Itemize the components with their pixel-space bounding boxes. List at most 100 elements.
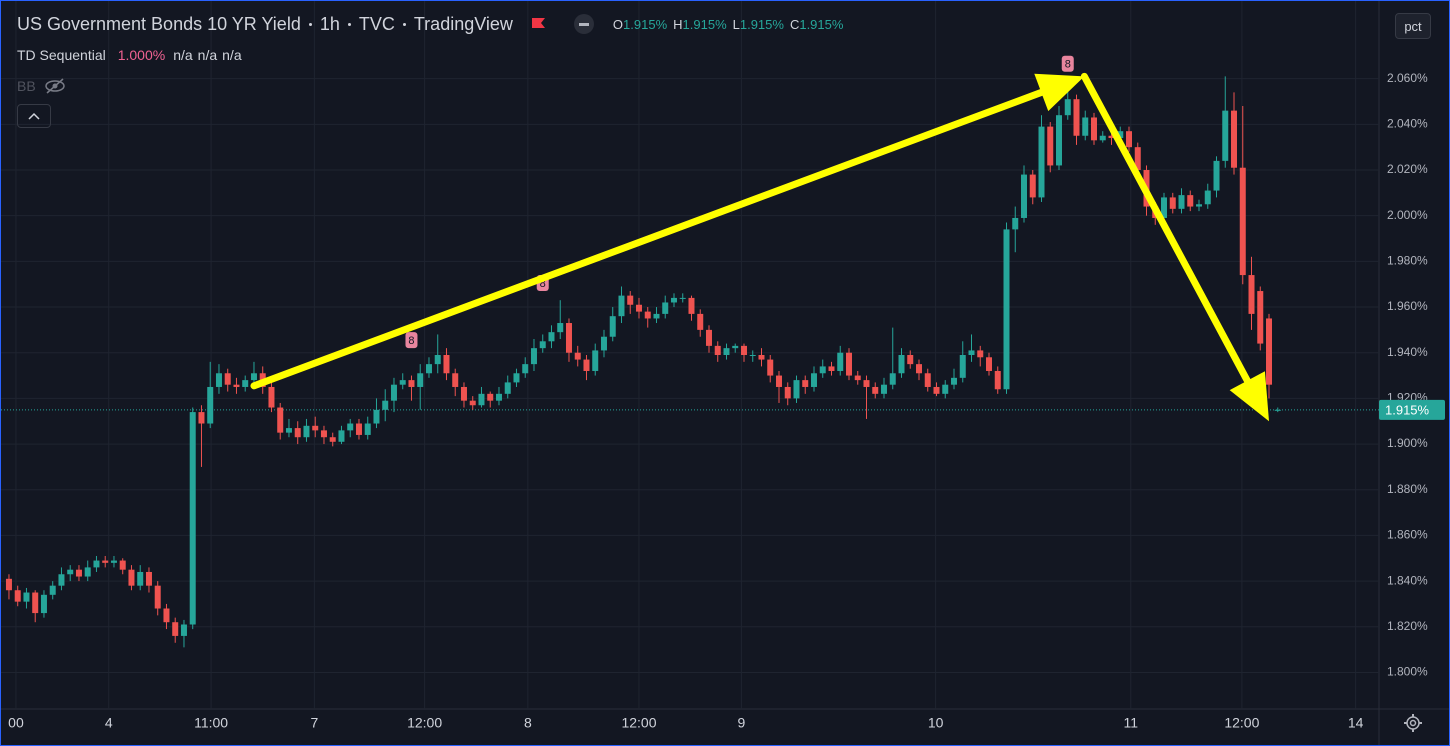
candle-body (679, 297, 686, 299)
candle-body (1187, 195, 1194, 207)
candle-body (1239, 167, 1246, 276)
candle-body (1274, 409, 1281, 411)
candle-body (968, 350, 975, 355)
hidden-icon[interactable] (44, 77, 66, 95)
x-tick-label: 8 (524, 715, 532, 731)
candle-body (600, 336, 607, 351)
ohlc-key: L (732, 16, 740, 32)
candle-body (670, 297, 677, 303)
candle-body (933, 386, 940, 394)
arrow-line (1080, 72, 1251, 385)
candle-body (163, 608, 170, 623)
chevron-icon (28, 112, 40, 120)
candle-body (653, 313, 660, 319)
candle-body (705, 329, 712, 346)
candle-body (1178, 195, 1185, 209)
candle-body (495, 393, 502, 401)
candle-body (67, 569, 74, 575)
candle-body (898, 355, 905, 374)
candle-body (942, 384, 949, 394)
ohlc-value: 1.915% (623, 16, 668, 32)
candle-body (522, 364, 529, 374)
candle-body (303, 425, 310, 438)
candle-body (145, 571, 152, 586)
candle-body (1073, 99, 1080, 136)
scale-mode-button[interactable]: pct (1395, 13, 1431, 39)
candle-body (618, 295, 625, 317)
candle-body (119, 560, 126, 570)
candle-body (417, 373, 424, 387)
arrow-head (1229, 371, 1270, 422)
candle-body (688, 297, 695, 314)
x-tick-label: 10 (928, 715, 944, 731)
candle-body (548, 332, 555, 342)
candle-body (1266, 318, 1273, 385)
y-tick-label: 1.820% (1387, 619, 1428, 633)
x-tick-label: 7 (310, 715, 318, 731)
flag-icon[interactable] (529, 15, 547, 33)
candle-body (75, 569, 82, 577)
candle-body (137, 571, 144, 586)
candle-body (662, 302, 669, 314)
candle-body (732, 345, 739, 349)
candle-body (390, 384, 397, 401)
candle-body (1213, 160, 1220, 191)
x-tick-label: 14 (1348, 715, 1364, 731)
candle-body (959, 355, 966, 378)
candle-body (994, 370, 1001, 390)
settings-icon[interactable] (1402, 712, 1424, 734)
candle-body (40, 594, 47, 614)
candle-body (1029, 174, 1036, 198)
candle-body (320, 430, 327, 438)
last-price-box (1379, 399, 1445, 420)
candle-body (268, 386, 275, 408)
candle-body (180, 624, 187, 636)
y-tick-label: 1.840% (1387, 573, 1428, 587)
candle-body (102, 560, 109, 563)
collapse-button[interactable] (17, 104, 51, 128)
candle-body (198, 412, 205, 424)
ohlc-value: 1.915% (682, 16, 727, 32)
indicator-name[interactable]: TD Sequential (17, 47, 106, 63)
candle-body (189, 412, 196, 625)
symbol-title[interactable]: US Government Bonds 10 YR Yield (17, 13, 301, 34)
arrow-line (250, 88, 1045, 390)
indicator-bb: BB (17, 77, 66, 95)
candle-body (758, 355, 765, 360)
y-tick-label: 1.880% (1387, 482, 1428, 496)
candle-body (802, 380, 809, 387)
candle-body (530, 348, 537, 365)
candle-body (504, 382, 511, 394)
candle-body (1108, 135, 1115, 139)
candle-body (233, 384, 240, 387)
candle-body (5, 578, 12, 591)
y-tick-label: 1.960% (1387, 299, 1428, 313)
provider: TradingView (413, 13, 513, 34)
candle-body (915, 364, 922, 374)
candle-body (1012, 217, 1019, 230)
x-tick-label: 12:00 (1224, 715, 1259, 731)
interval[interactable]: 1h (319, 13, 340, 34)
candle-body (1222, 110, 1229, 161)
candle-body (329, 437, 336, 442)
candle-body (1134, 147, 1141, 171)
candle-body (1126, 131, 1133, 148)
last-price-label: 1.915% (1385, 402, 1430, 417)
candle-body (644, 311, 651, 319)
candle-body (84, 567, 91, 577)
candle-body (513, 373, 520, 383)
indicator-name[interactable]: BB (17, 78, 36, 94)
candle-body (128, 569, 135, 586)
market-status[interactable] (573, 13, 595, 35)
candle-body (242, 380, 249, 387)
candle-body (49, 585, 56, 595)
candle-body (487, 393, 494, 401)
candle-body (837, 352, 844, 371)
candle-body (1231, 110, 1238, 168)
candle-body (854, 375, 861, 381)
candle-body (767, 359, 774, 376)
indicator-extra: n/a (197, 47, 218, 63)
candle-body (740, 345, 747, 355)
candle-body (723, 348, 730, 355)
candle-body (1248, 275, 1255, 314)
